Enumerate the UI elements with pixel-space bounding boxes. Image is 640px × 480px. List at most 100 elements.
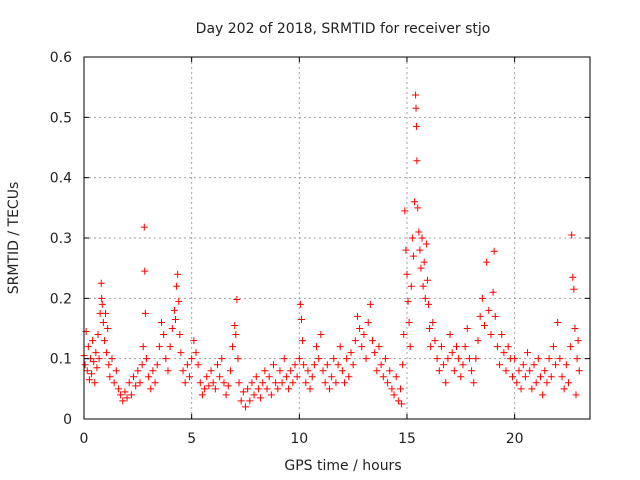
data-point [176, 331, 184, 339]
x-tick-label: 15 [398, 431, 416, 447]
data-point [483, 258, 491, 266]
data-point [226, 367, 234, 375]
data-point [448, 349, 456, 357]
data-point [541, 367, 549, 375]
data-point [114, 385, 122, 393]
data-point [465, 355, 473, 363]
data-point [89, 337, 97, 345]
data-point [306, 385, 314, 393]
data-point [524, 349, 532, 357]
data-point [203, 373, 211, 381]
y-tick-label: 0.6 [50, 50, 72, 66]
data-point [502, 367, 510, 375]
data-point [478, 294, 486, 302]
data-point [343, 355, 351, 363]
data-point [192, 349, 200, 357]
data-point [160, 331, 168, 339]
data-point [554, 318, 562, 326]
data-point [433, 355, 441, 363]
data-points [80, 91, 583, 411]
data-point [573, 355, 581, 363]
data-point [373, 367, 381, 375]
data-point [412, 122, 420, 130]
data-point [254, 385, 262, 393]
data-point [85, 376, 93, 384]
data-point [567, 343, 575, 351]
data-point [213, 361, 221, 369]
data-point [513, 379, 521, 387]
data-point [183, 361, 191, 369]
data-point [384, 379, 392, 387]
data-point [474, 337, 482, 345]
data-point [95, 355, 103, 363]
data-point [276, 367, 284, 375]
data-point [153, 361, 161, 369]
data-point [360, 331, 368, 339]
data-point [272, 379, 280, 387]
data-point [216, 373, 224, 381]
data-point [88, 370, 96, 378]
data-point [459, 361, 467, 369]
data-point [556, 355, 564, 363]
data-point [194, 361, 202, 369]
data-point [168, 325, 176, 332]
chart-title: Day 202 of 2018, SRMTID for receiver stj… [196, 21, 491, 37]
data-point [408, 234, 416, 242]
data-point [508, 373, 516, 381]
data-point [517, 385, 525, 393]
data-point [92, 349, 100, 357]
data-point [419, 282, 427, 290]
data-point [472, 355, 480, 363]
data-point [151, 379, 159, 387]
data-point [526, 367, 534, 375]
data-point [558, 373, 566, 381]
data-point [300, 361, 308, 369]
data-point [519, 361, 527, 369]
data-point [420, 258, 428, 266]
data-point [136, 379, 144, 387]
data-point [162, 355, 170, 363]
data-point [446, 331, 454, 339]
data-point [321, 379, 329, 387]
data-point [235, 379, 243, 387]
data-point [392, 373, 400, 381]
data-point [461, 343, 469, 351]
data-point [414, 204, 422, 212]
data-point [328, 373, 336, 381]
data-point [415, 228, 423, 236]
data-point [330, 355, 338, 363]
data-point [319, 367, 327, 375]
y-tick-label: 0.1 [50, 352, 72, 368]
data-point [572, 391, 580, 399]
y-tick-label: 0 [63, 412, 72, 428]
data-point [457, 373, 465, 381]
data-point [295, 355, 303, 363]
data-point [532, 379, 540, 387]
y-tick-label: 0.4 [50, 171, 72, 187]
data-point [250, 391, 258, 399]
data-point [98, 300, 106, 308]
data-point [94, 331, 102, 339]
data-point [440, 361, 448, 369]
data-point [177, 349, 185, 357]
data-point [108, 355, 116, 363]
data-point [429, 318, 437, 326]
data-point [375, 343, 383, 351]
data-point [145, 373, 153, 381]
data-point [490, 247, 498, 255]
data-point [349, 361, 357, 369]
data-point [491, 312, 499, 320]
data-point [564, 379, 572, 387]
data-point [571, 325, 579, 332]
data-point [485, 306, 493, 314]
data-point [425, 300, 433, 308]
data-point [379, 373, 387, 381]
data-point [400, 331, 408, 339]
data-point [274, 385, 282, 393]
data-point [134, 367, 142, 375]
data-point [241, 403, 249, 411]
data-point [119, 397, 127, 405]
data-point [289, 379, 297, 387]
data-point [141, 267, 149, 275]
